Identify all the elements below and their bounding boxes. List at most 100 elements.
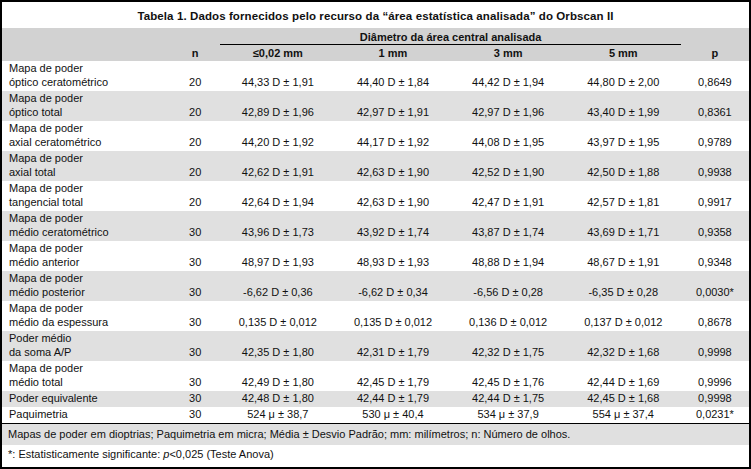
cell-value: 42,97 D ± 1,96 <box>451 91 566 121</box>
row-label-line1: Mapa de poder <box>9 181 170 195</box>
table-row: Mapa de podermédio ceratométrico 30 43,9… <box>2 211 749 241</box>
col-header-p: p <box>681 45 749 62</box>
table-figure: Tabela 1. Dados fornecidos pelo recurso … <box>0 0 751 469</box>
cell-p: 0,9938 <box>681 151 749 181</box>
row-label-line2: médio da espessura <box>9 315 170 329</box>
cell-n: 20 <box>170 91 220 121</box>
table-row: Mapa de podermédio total 30 42,49 D ± 1,… <box>2 361 749 391</box>
cell-value: 554 μ ± 37,4 <box>566 407 681 423</box>
row-label-line2: tangencial total <box>9 195 170 209</box>
cell-value: 44,20 D ± 1,92 <box>220 121 335 151</box>
cell-value: 42,52 D ± 1,90 <box>451 151 566 181</box>
cell-n: 30 <box>170 211 220 241</box>
cell-value: 42,45 D ± 1,79 <box>335 361 450 391</box>
cell-value: 42,32 D ± 1,75 <box>451 331 566 361</box>
table-row: Mapa de poderaxial total 20 42,62 D ± 1,… <box>2 151 749 181</box>
row-label-line1: Mapa de poder <box>9 121 170 135</box>
table-body: Mapa de poderóptico ceratométrico 20 44,… <box>2 61 749 423</box>
cell-p: 0,8361 <box>681 91 749 121</box>
cell-value: 42,47 D ± 1,91 <box>451 181 566 211</box>
cell-value: 524 μ ± 38,7 <box>220 407 335 423</box>
cell-value: 42,44 D ± 1,79 <box>335 391 450 407</box>
cell-n: 30 <box>170 361 220 391</box>
cell-value: 48,88 D ± 1,94 <box>451 241 566 271</box>
col-header-d1: ≤0,02 mm <box>220 45 335 62</box>
cell-value: 44,40 D ± 1,84 <box>335 61 450 91</box>
cell-value: 42,97 D ± 1,91 <box>335 91 450 121</box>
cell-value: 0,135 D ± 0,012 <box>335 301 450 331</box>
cell-value: 42,63 D ± 1,90 <box>335 151 450 181</box>
cell-value: 48,97 D ± 1,93 <box>220 241 335 271</box>
cell-value: 42,57 D ± 1,81 <box>566 181 681 211</box>
cell-p: 0,9998 <box>681 331 749 361</box>
row-label-line2: médio anterior <box>9 255 170 269</box>
col-header-n: n <box>170 45 220 62</box>
cell-value: 44,42 D ± 1,94 <box>451 61 566 91</box>
cell-value: 42,44 D ± 1,75 <box>451 391 566 407</box>
cell-value: 42,48 D ± 1,80 <box>220 391 335 407</box>
cell-value: 48,67 D ± 1,91 <box>566 241 681 271</box>
row-label-line1: Mapa de poder <box>9 211 170 225</box>
table-row: Poder médioda soma A/P 30 42,35 D ± 1,80… <box>2 331 749 361</box>
cell-n: 30 <box>170 241 220 271</box>
cell-n: 20 <box>170 151 220 181</box>
cell-value: 0,135 D ± 0,012 <box>220 301 335 331</box>
table-row: Poder equivalente 30 42,48 D ± 1,80 42,4… <box>2 391 749 407</box>
cell-p: 0,9789 <box>681 121 749 151</box>
column-header-row: n ≤0,02 mm 1 mm 3 mm 5 mm p <box>2 45 749 62</box>
table-row: Mapa de poderóptico ceratométrico 20 44,… <box>2 61 749 91</box>
cell-value: 43,96 D ± 1,73 <box>220 211 335 241</box>
cell-value: 44,33 D ± 1,91 <box>220 61 335 91</box>
col-header-d2: 1 mm <box>335 45 450 62</box>
footnote-significance-prefix: *: Estatisticamente significante: <box>8 448 163 460</box>
table-header: Diâmetro da área central analisada n ≤0,… <box>2 28 749 61</box>
cell-value: 42,64 D ± 1,94 <box>220 181 335 211</box>
cell-value: 44,17 D ± 1,92 <box>335 121 450 151</box>
row-label-line1: Mapa de poder <box>9 61 170 75</box>
cell-value: 48,93 D ± 1,93 <box>335 241 450 271</box>
group-header-row: Diâmetro da área central analisada <box>2 28 749 45</box>
row-label-line1: Mapa de poder <box>9 271 170 285</box>
cell-value: 42,31 D ± 1,79 <box>335 331 450 361</box>
footnote-abbreviations: Mapas de poder em dioptrias; Paquimetria… <box>2 423 749 445</box>
cell-p: 0,0231* <box>681 407 749 423</box>
cell-value: 0,137 D ± 0,012 <box>566 301 681 331</box>
cell-p: 0,8678 <box>681 301 749 331</box>
table-row: Mapa de podermédio posterior 30 -6,62 D … <box>2 271 749 301</box>
table-row: Paquimetria 30 524 μ ± 38,7 530 μ ± 40,4… <box>2 407 749 423</box>
cell-n: 30 <box>170 407 220 423</box>
row-label-line1: Mapa de poder <box>9 91 170 105</box>
cell-value: 42,45 D ± 1,76 <box>451 361 566 391</box>
cell-value: 42,32 D ± 1,68 <box>566 331 681 361</box>
cell-n: 30 <box>170 391 220 407</box>
cell-value: 43,87 D ± 1,74 <box>451 211 566 241</box>
cell-n: 20 <box>170 61 220 91</box>
row-label-line1: Mapa de poder <box>9 301 170 315</box>
footnote-significance-suffix: <0,025 (Teste Anova) <box>169 448 273 460</box>
cell-p: 0,9996 <box>681 361 749 391</box>
row-label-line2: óptico total <box>9 105 170 119</box>
row-label-line2: Poder equivalente <box>9 391 170 405</box>
table-row: Mapa de podermédio da espessura 30 0,135… <box>2 301 749 331</box>
row-label-line1: Mapa de poder <box>9 361 170 375</box>
row-label-line2: óptico ceratométrico <box>9 75 170 89</box>
cell-value: 42,45 D ± 1,68 <box>566 391 681 407</box>
table-row: Mapa de podermédio anterior 30 48,97 D ±… <box>2 241 749 271</box>
cell-p: 0,9917 <box>681 181 749 211</box>
row-label-line2: da soma A/P <box>9 345 170 359</box>
cell-value: 43,40 D ± 1,99 <box>566 91 681 121</box>
table-row: Mapa de podertangencial total 20 42,64 D… <box>2 181 749 211</box>
cell-value: 534 μ ± 37,9 <box>451 407 566 423</box>
cell-value: 42,44 D ± 1,69 <box>566 361 681 391</box>
cell-n: 30 <box>170 271 220 301</box>
cell-p: 0,9348 <box>681 241 749 271</box>
cell-value: 44,80 D ± 2,00 <box>566 61 681 91</box>
cell-n: 30 <box>170 301 220 331</box>
row-label-line1: Mapa de poder <box>9 151 170 165</box>
cell-value: -6,62 D ± 0,34 <box>335 271 450 301</box>
group-header: Diâmetro da área central analisada <box>220 28 681 45</box>
row-label-line2: médio ceratométrico <box>9 225 170 239</box>
table-row: Mapa de poderóptico total 20 42,89 D ± 1… <box>2 91 749 121</box>
cell-value: 44,08 D ± 1,95 <box>451 121 566 151</box>
cell-value: 530 μ ± 40,4 <box>335 407 450 423</box>
